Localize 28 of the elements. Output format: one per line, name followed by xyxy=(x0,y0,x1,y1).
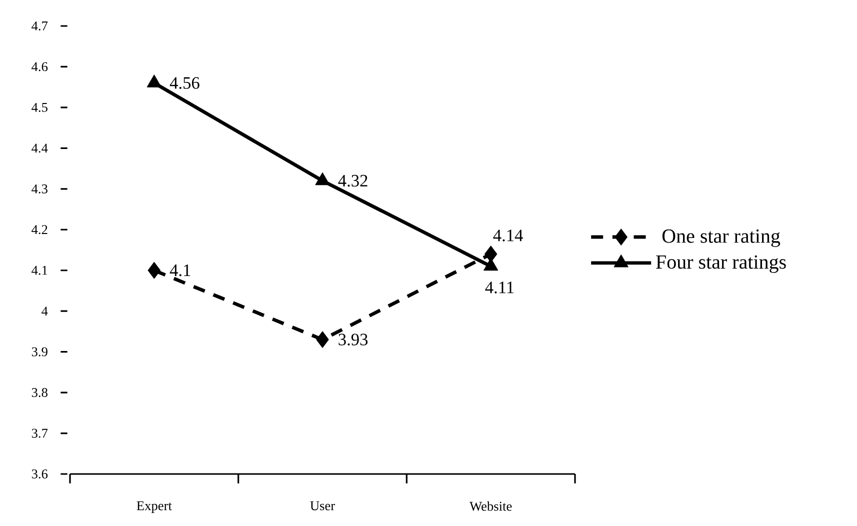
point xyxy=(316,331,329,348)
y-tick-label: 4.3 xyxy=(32,184,48,194)
legend-label: One star rating xyxy=(662,229,780,247)
y-tick-label: 4.5 xyxy=(32,102,48,112)
y-tick-label: 4.6 xyxy=(32,62,48,72)
y-tick-label: 4.2 xyxy=(32,225,48,234)
x-tick-label: User xyxy=(310,501,335,510)
y-tick-label: 3.6 xyxy=(32,469,48,479)
legend-label: Four star ratings xyxy=(656,255,786,273)
data-label: 4.1 xyxy=(170,264,190,276)
y-tick-label: 4.1 xyxy=(32,266,48,275)
y-tick-label: 3.9 xyxy=(32,347,48,356)
point xyxy=(484,246,498,262)
y-tick-label: 3.7 xyxy=(32,428,48,438)
data-label: 4.32 xyxy=(338,174,368,187)
y-tick-label: 4.7 xyxy=(32,22,48,30)
point xyxy=(315,172,330,186)
y-tick-label: 3.8 xyxy=(32,388,48,398)
point xyxy=(148,262,161,279)
data-label: 4.56 xyxy=(170,77,200,89)
data-label: 3.93 xyxy=(338,334,368,346)
data-label: 4.14 xyxy=(493,230,523,242)
x-tick-label: Website xyxy=(470,501,512,511)
data-label: 4.11 xyxy=(485,282,514,294)
x-tick-label: Expert xyxy=(136,501,172,513)
y-tick-label: 4.4 xyxy=(32,144,48,153)
y-tick-label: 4 xyxy=(42,306,48,316)
point xyxy=(146,74,162,88)
